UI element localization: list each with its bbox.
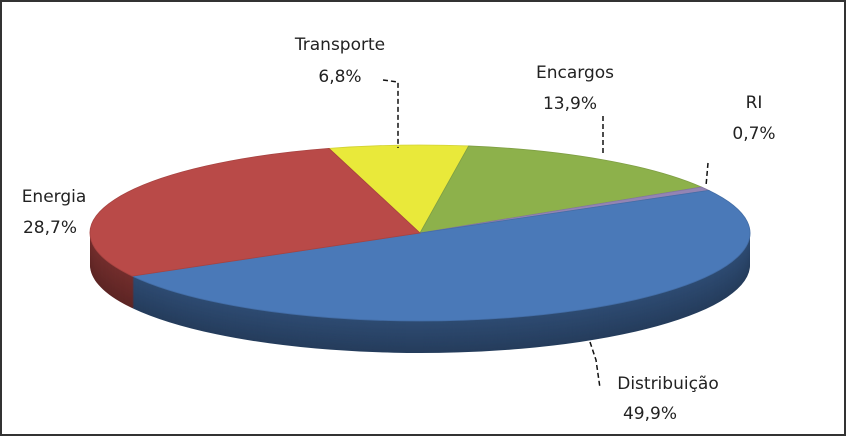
slice-value-label: 6,8% [318, 67, 361, 87]
pie-tops [89, 144, 751, 322]
leader-line [589, 341, 601, 389]
slice-value-label: 13,9% [543, 94, 597, 114]
slice-label: Transporte [294, 35, 385, 55]
slice [328, 144, 470, 234]
slice [89, 147, 421, 277]
slice [130, 189, 751, 322]
slice-label: Distribuição [617, 374, 719, 394]
leader-line [382, 79, 399, 148]
slice [419, 145, 703, 234]
leader-line [705, 162, 709, 187]
slice-label: RI [746, 93, 763, 113]
slice-value-label: 28,7% [23, 218, 77, 238]
slice-value-label: 49,9% [623, 404, 677, 424]
slice-label: Energia [22, 187, 87, 207]
slice-label: Encargos [536, 63, 614, 83]
slice-value-label: 0,7% [732, 124, 775, 144]
pie-labels: Transporte 6,8% Encargos 13,9% RI 0,7% Distrib… [22, 35, 776, 424]
